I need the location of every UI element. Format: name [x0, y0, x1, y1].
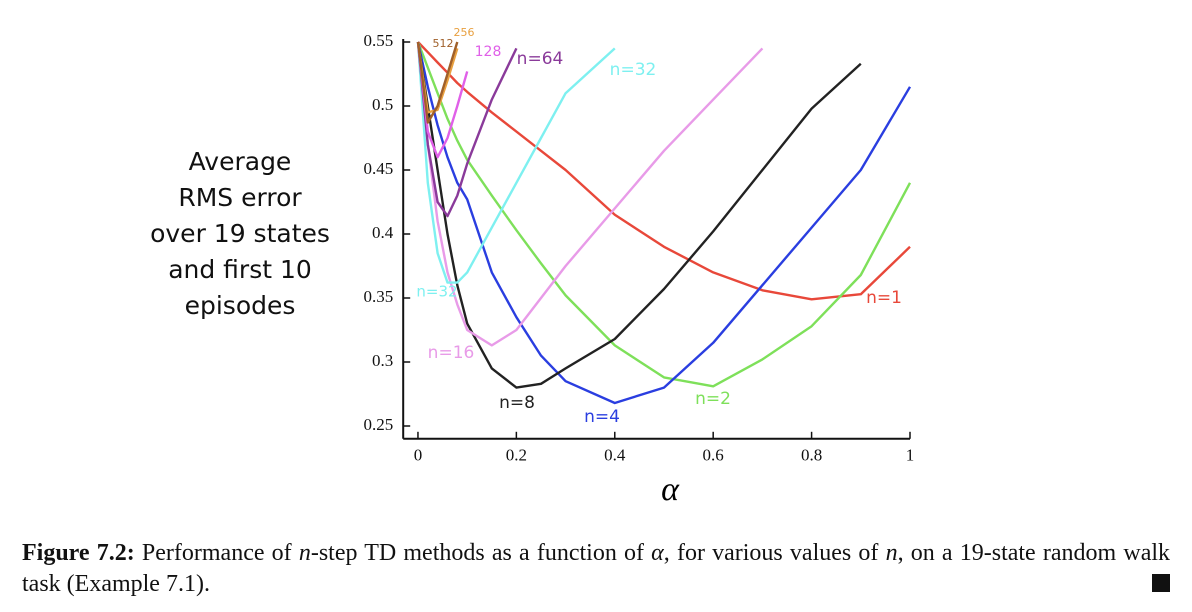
series-label: 128	[475, 44, 502, 60]
caption-text: n	[885, 540, 898, 566]
y-tick-label: 0.45	[363, 159, 393, 178]
y-tick-label: 0.5	[372, 95, 393, 114]
caption-text: , on a 19-state random walk task (Exampl…	[22, 540, 1171, 597]
y-axis-label: over 19 states	[150, 219, 330, 248]
series-line	[416, 41, 518, 218]
series-line	[417, 41, 911, 301]
y-axis-label: and first 10	[168, 255, 312, 284]
series-line	[416, 41, 459, 124]
y-tick-label: 0.4	[372, 223, 394, 242]
series-label: n=1	[866, 288, 902, 308]
series-label: n=2	[695, 389, 731, 409]
series-label: 512	[433, 37, 454, 50]
x-tick-label: 0.6	[703, 446, 724, 465]
x-tick-label: 0	[414, 446, 423, 465]
caption-text: Performance of	[141, 540, 299, 566]
y-tick-label: 0.55	[363, 31, 393, 50]
y-axis-label: Average	[189, 147, 292, 176]
caption-text: n	[298, 540, 311, 566]
x-tick-label: 1	[906, 446, 915, 465]
series-line	[416, 41, 912, 405]
series-label: n=8	[499, 393, 535, 413]
caption-label: Figure 7.2:	[22, 540, 135, 566]
series-line	[416, 41, 912, 388]
series-label: n=32	[416, 283, 457, 301]
caption-text: -step TD methods as a function of	[310, 540, 652, 566]
y-axis-label: RMS error	[178, 183, 302, 212]
caption-text: α	[651, 540, 664, 566]
caption: Figure 7.2: Performance of n-step TD met…	[22, 538, 1170, 600]
y-tick-label: 0.3	[372, 351, 393, 370]
series-line	[416, 41, 616, 284]
y-tick-label: 0.25	[363, 415, 393, 434]
chart: α 0.25 0.3 0.35 0.4 0.45 0.5 0.55 0 0.2 0.4 0.6 0.8…	[150, 26, 915, 508]
x-axis-label: α	[661, 471, 680, 508]
y-axis-label: episodes	[185, 291, 296, 320]
y-tick-label: 0.35	[363, 287, 393, 306]
end-mark	[1152, 574, 1170, 592]
series-line	[416, 41, 862, 389]
series-label: n=16	[428, 343, 475, 363]
series-label: n=32	[610, 60, 657, 80]
series-label: n=64	[517, 49, 564, 69]
x-tick-label: 0.8	[801, 446, 822, 465]
series-label: n=4	[584, 407, 620, 427]
series-line	[416, 41, 764, 347]
caption-text: , for various values of	[663, 540, 886, 566]
x-tick-label: 0.2	[506, 446, 527, 465]
series-label: 256	[454, 26, 475, 39]
plot-area	[416, 41, 912, 405]
x-tick-label: 0.4	[604, 446, 626, 465]
